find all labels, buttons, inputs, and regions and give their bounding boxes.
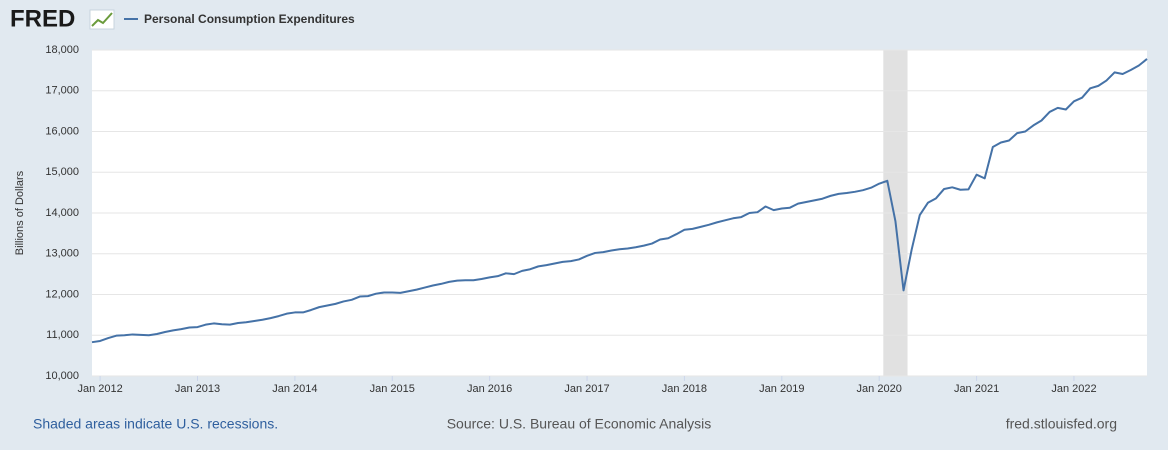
series-line	[91, 58, 1148, 344]
x-tick-label: Jan 2013	[175, 383, 220, 395]
x-tick-label: Jan 2015	[370, 383, 415, 395]
site-link[interactable]: fred.stlouisfed.org	[1006, 416, 1117, 432]
x-tick-label: Jan 2018	[662, 383, 707, 395]
logo-icon	[89, 9, 115, 30]
x-tick-label: Jan 2016	[467, 383, 512, 395]
x-tick-label: Jan 2017	[564, 383, 609, 395]
y-tick-label: 12,000	[45, 288, 79, 300]
x-tick-label: Jan 2022	[1051, 383, 1096, 395]
legend-label: Personal Consumption Expenditures	[144, 12, 355, 26]
logo: FRED	[10, 5, 75, 32]
y-tick-label: 16,000	[45, 125, 79, 137]
y-tick-label: 17,000	[45, 85, 79, 97]
recession-note[interactable]: Shaded areas indicate U.S. recessions.	[33, 416, 278, 432]
x-tick-label: Jan 2020	[857, 383, 902, 395]
x-tick-label: Jan 2019	[759, 383, 804, 395]
y-tick-label: 18,000	[45, 44, 79, 56]
x-tick-label: Jan 2012	[77, 383, 122, 395]
y-tick-label: 13,000	[45, 248, 79, 260]
source: Source: U.S. Bureau of Economic Analysis	[447, 416, 712, 432]
y-axis-label: Billions of Dollars	[14, 170, 26, 255]
y-tick-label: 11,000	[46, 329, 79, 341]
y-tick-label: 15,000	[45, 166, 79, 178]
x-tick-label: Jan 2014	[272, 383, 317, 395]
y-tick-label: 10,000	[45, 370, 79, 382]
x-tick-label: Jan 2021	[954, 383, 999, 395]
y-tick-label: 14,000	[45, 207, 79, 219]
